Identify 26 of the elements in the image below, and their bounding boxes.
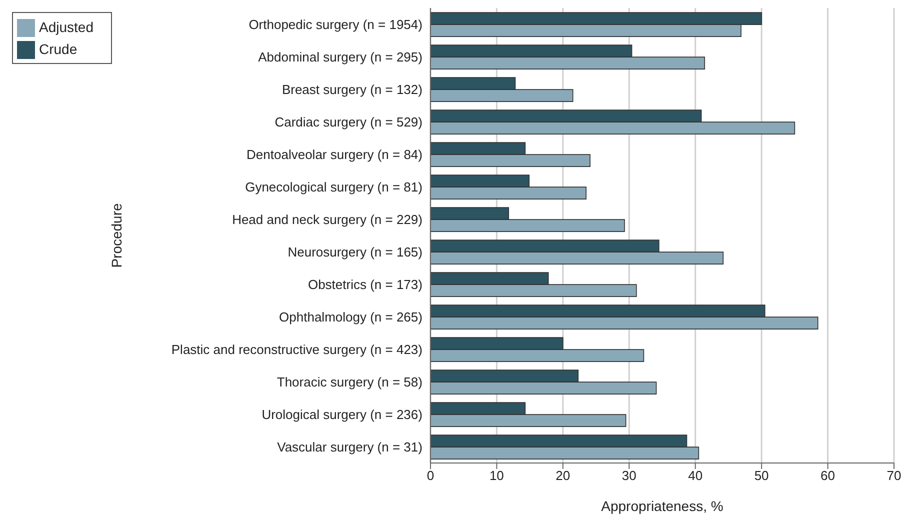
y-tick-label: Neurosurgery (n = 165) xyxy=(288,244,422,260)
x-tick-label: 30 xyxy=(622,468,636,484)
y-axis-title: Procedure xyxy=(108,202,124,268)
y-tick-label: Dentoalveolar surgery (n = 84) xyxy=(246,146,422,162)
x-tick-label: 0 xyxy=(426,468,434,484)
y-tick-label: Breast surgery (n = 132) xyxy=(282,82,422,97)
y-tick-label: Abdominal surgery (n = 295) xyxy=(258,49,422,64)
x-tick-label: 60 xyxy=(820,468,836,484)
y-tick-label: Urological surgery (n = 236) xyxy=(262,406,422,422)
x-tick-label: 10 xyxy=(489,468,504,484)
legend-label: Crude xyxy=(39,41,78,57)
y-tick-label: Head and neck surgery (n = 229) xyxy=(232,212,422,227)
y-tick-label: Plastic and reconstructive surgery (n = 423) xyxy=(171,342,422,357)
y-tick-label: Thoracic surgery (n = 58) xyxy=(276,374,422,390)
y-tick-label: Vascular surgery (n = 31) xyxy=(277,439,422,454)
legend-label: Adjusted xyxy=(39,19,94,35)
x-tick-label: 40 xyxy=(688,468,703,484)
x-tick-label: 50 xyxy=(754,468,769,484)
y-tick-label: Gynecological surgery (n = 81) xyxy=(245,179,422,194)
y-tick-label: Ophthalmology (n = 265) xyxy=(279,309,422,324)
x-tick-label: 70 xyxy=(886,468,902,484)
x-axis-title: Appropriateness, % xyxy=(601,498,724,514)
y-tick-label: Obstetrics (n = 173) xyxy=(308,276,422,292)
y-tick-label: Cardiac surgery (n = 529) xyxy=(274,114,422,130)
y-tick-label: Orthopedic surgery (n = 1954) xyxy=(248,16,422,32)
x-tick-label: 20 xyxy=(556,468,570,484)
